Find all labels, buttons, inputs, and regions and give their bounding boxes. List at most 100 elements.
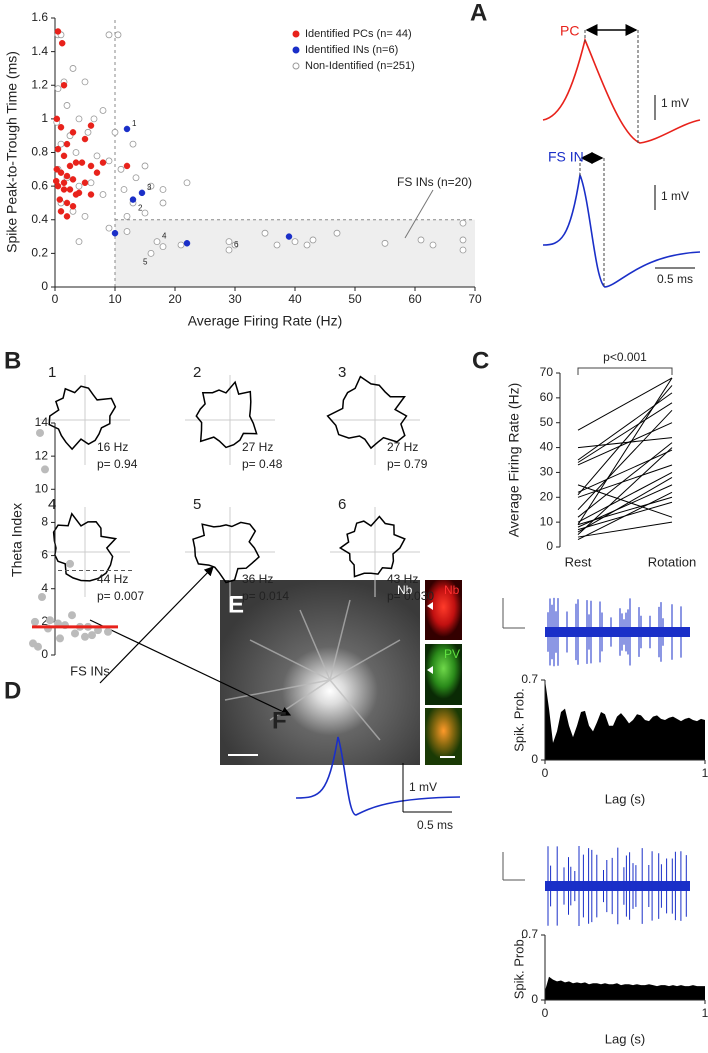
data-point — [291, 238, 299, 246]
data-point — [66, 162, 74, 170]
data-point — [105, 31, 113, 39]
data-point — [81, 632, 89, 641]
panel-label: F — [272, 707, 287, 734]
pair-line — [577, 442, 673, 518]
data-point — [459, 219, 467, 227]
data-point — [88, 631, 96, 640]
data-point — [87, 122, 95, 129]
scale-label: 1 mV — [661, 189, 689, 203]
polar-p: p= 0.007 — [97, 589, 144, 603]
data-point — [78, 159, 86, 166]
y-tick-label: 0 — [546, 539, 553, 553]
data-point — [309, 236, 317, 244]
polar-p: p= 0.014 — [242, 589, 289, 603]
polar-shape — [48, 385, 117, 451]
data-point — [60, 152, 68, 160]
scale-label: 1 mV — [409, 780, 437, 794]
pair-line — [577, 422, 673, 466]
polar-rate: 36 Hz — [242, 572, 273, 586]
data-point — [69, 129, 77, 136]
y-tick-label: 0 — [531, 752, 538, 766]
y-tick-label: 10 — [540, 514, 554, 528]
data-point — [46, 616, 54, 625]
y-tick-label: 1.4 — [31, 44, 48, 58]
data-point — [66, 186, 74, 193]
y-tick-label: 20 — [540, 489, 554, 503]
y-axis-label: Spik. Prob. — [511, 936, 526, 1000]
data-point — [63, 140, 71, 148]
y-tick-label: 0.6 — [31, 178, 48, 192]
data-point — [81, 179, 89, 187]
legend-label: Identified INs (n=6) — [305, 44, 398, 56]
data-point — [72, 159, 80, 166]
region-label: FS INs (n=20) — [397, 175, 472, 189]
data-point — [183, 179, 191, 187]
data-point — [87, 191, 95, 198]
data-point — [60, 179, 68, 187]
data-point — [72, 149, 80, 156]
y-tick-label: 70 — [540, 365, 554, 379]
y-tick-label: 40 — [540, 440, 554, 454]
data-point — [58, 39, 66, 47]
data-point — [159, 243, 167, 251]
polar-shape — [338, 515, 406, 578]
pair-line — [577, 385, 673, 496]
polar-shape — [195, 380, 258, 449]
pair-line — [577, 377, 673, 525]
data-point — [381, 239, 389, 247]
data-point — [132, 174, 140, 182]
pair-line — [577, 437, 673, 449]
legend-marker — [292, 62, 300, 70]
pair-line — [577, 476, 673, 533]
data-point — [72, 191, 80, 198]
data-point — [333, 229, 341, 237]
data-point — [225, 238, 233, 246]
data-point — [38, 593, 46, 601]
x-tick-label: 0 — [52, 292, 59, 306]
y-axis-label: Average Firing Rate (Hz) — [506, 383, 522, 538]
data-point — [90, 115, 98, 123]
arrows — [89, 566, 292, 716]
data-point — [69, 65, 77, 72]
data-point — [429, 241, 437, 249]
panel-label: D — [4, 677, 21, 704]
data-point — [53, 166, 61, 173]
data-point — [93, 152, 101, 160]
point-label: 3 — [147, 183, 152, 192]
data-point — [123, 228, 131, 235]
data-point — [81, 212, 89, 220]
data-point — [54, 145, 62, 153]
data-point — [177, 241, 185, 249]
scale-label: 0.5 ms — [657, 272, 693, 286]
y-tick-label: 50 — [540, 415, 554, 429]
data-point — [69, 176, 77, 183]
data-point — [147, 249, 155, 257]
y-tick-label: 2 — [41, 614, 48, 628]
data-point — [68, 611, 76, 620]
data-point — [71, 629, 79, 638]
image-label: Nb — [444, 583, 460, 597]
point-label: 2 — [138, 204, 143, 213]
data-point — [75, 115, 83, 123]
micrograph — [220, 580, 462, 765]
raster-base — [545, 627, 690, 637]
data-point — [56, 634, 64, 643]
pair-line — [577, 521, 673, 538]
x-tick-label: 60 — [408, 292, 422, 306]
data-point — [52, 177, 60, 185]
legend-label: Non-Identified (n=251) — [305, 60, 415, 72]
x-tick-label: 0 — [542, 1006, 549, 1020]
data-point — [303, 241, 311, 249]
data-point — [105, 157, 113, 165]
data-point — [93, 169, 101, 176]
polar-number: 5 — [193, 496, 201, 513]
legend-marker — [292, 46, 300, 54]
data-point — [81, 135, 89, 143]
y-tick-label: 0 — [531, 992, 538, 1006]
data-point — [31, 617, 39, 626]
data-point — [57, 124, 65, 131]
scale-label: 1 mV — [661, 96, 689, 110]
data-point — [111, 229, 119, 237]
data-point — [53, 115, 61, 123]
spike-raster — [547, 846, 687, 926]
